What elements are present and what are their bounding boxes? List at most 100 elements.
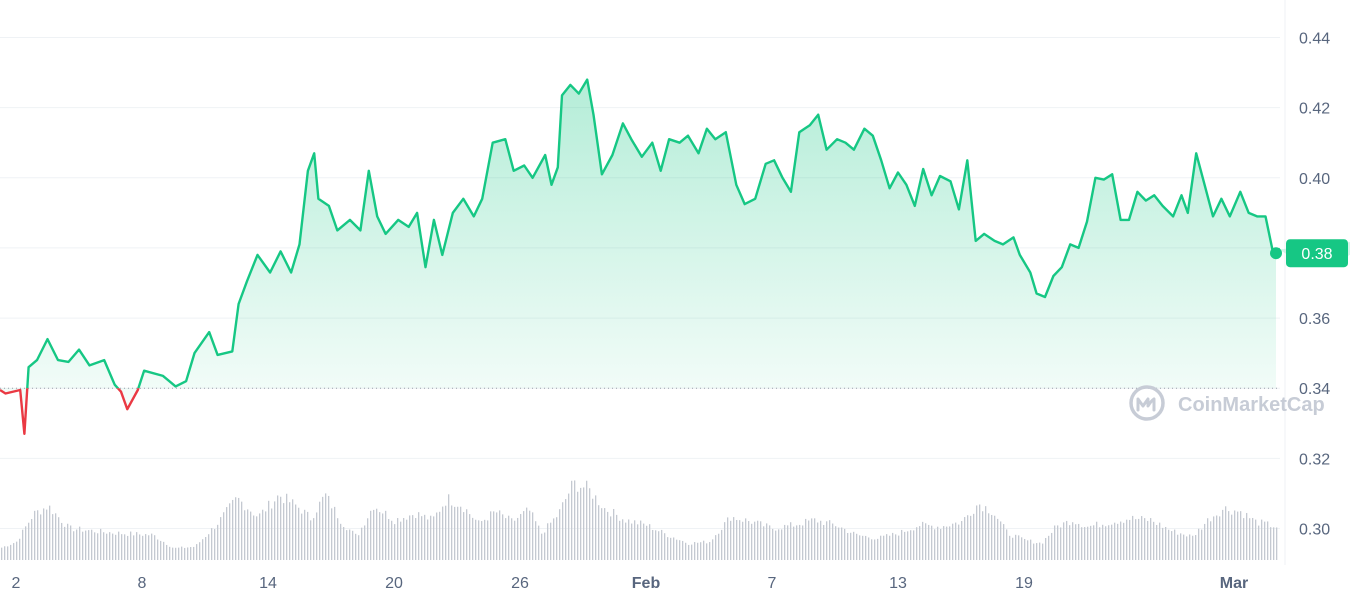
volume-bar bbox=[1063, 522, 1065, 560]
volume-bar bbox=[631, 523, 633, 560]
volume-bar bbox=[1156, 524, 1158, 560]
volume-bar bbox=[406, 519, 408, 560]
volume-bar bbox=[1237, 511, 1239, 560]
volume-bar bbox=[823, 525, 825, 560]
volume-bar bbox=[160, 540, 162, 560]
volume-bar bbox=[649, 524, 651, 560]
volume-bar bbox=[433, 516, 435, 560]
volume-bar bbox=[688, 544, 690, 560]
volume-bar bbox=[1051, 532, 1053, 560]
volume-bar bbox=[1273, 527, 1275, 560]
volume-bar bbox=[511, 518, 513, 560]
volume-bar bbox=[313, 518, 315, 560]
volume-bar bbox=[991, 514, 993, 560]
volume-bar bbox=[244, 510, 246, 560]
volume-bar bbox=[448, 494, 450, 560]
current-price-badge: 0.38 bbox=[1286, 239, 1348, 268]
x-tick-label: Feb bbox=[632, 575, 661, 592]
volume-bar bbox=[760, 521, 762, 560]
volume-bar bbox=[322, 496, 324, 560]
volume-bar bbox=[736, 520, 738, 560]
volume-bar bbox=[277, 495, 279, 560]
volume-bar bbox=[421, 516, 423, 560]
volume-bar bbox=[1177, 534, 1179, 560]
volume-bar bbox=[766, 523, 768, 560]
volume-bar bbox=[985, 506, 987, 560]
volume-bar bbox=[742, 521, 744, 560]
volume-bar bbox=[472, 517, 474, 560]
volume-bar bbox=[1216, 515, 1218, 560]
volume-bar bbox=[64, 526, 66, 560]
volume-bar bbox=[1102, 524, 1104, 560]
volume-bar bbox=[640, 520, 642, 560]
volume-bar bbox=[1201, 529, 1203, 560]
x-tick-label: 20 bbox=[385, 575, 403, 592]
volume-bar bbox=[142, 535, 144, 560]
volume-bar bbox=[967, 515, 969, 560]
volume-bar bbox=[784, 524, 786, 560]
volume-bar bbox=[1093, 525, 1095, 560]
y-tick-label: 0.42 bbox=[1299, 101, 1330, 118]
y-tick-label: 0.44 bbox=[1299, 31, 1330, 48]
volume-bar bbox=[586, 480, 588, 560]
volume-bar bbox=[127, 535, 129, 560]
volume-bar bbox=[1054, 525, 1056, 560]
volume-bar bbox=[583, 487, 585, 560]
volume-bar bbox=[997, 518, 999, 560]
volume-bar bbox=[781, 529, 783, 560]
volume-bar bbox=[745, 518, 747, 560]
volume-bar bbox=[850, 532, 852, 560]
volume-bar bbox=[877, 538, 879, 560]
volume-bar bbox=[844, 528, 846, 560]
volume-bar bbox=[646, 525, 648, 560]
volume-bar bbox=[1033, 543, 1035, 560]
volume-bar bbox=[301, 513, 303, 560]
volume-bar bbox=[1180, 533, 1182, 560]
volume-bar bbox=[133, 535, 135, 560]
volume-bar bbox=[820, 520, 822, 560]
volume-bar bbox=[505, 518, 507, 560]
volume-bar bbox=[556, 517, 558, 560]
volume-bar bbox=[1069, 525, 1071, 560]
volume-bar bbox=[712, 539, 714, 560]
volume-bar bbox=[385, 510, 387, 560]
volume-bars bbox=[1, 480, 1278, 560]
volume-bar bbox=[1159, 522, 1161, 560]
volume-bar bbox=[445, 505, 447, 560]
volume-bar bbox=[469, 514, 471, 560]
volume-bar bbox=[559, 509, 561, 560]
volume-bar bbox=[415, 518, 417, 560]
volume-bar bbox=[238, 497, 240, 560]
volume-bar bbox=[82, 531, 84, 560]
volume-bar bbox=[235, 497, 237, 560]
volume-bar bbox=[562, 502, 564, 560]
volume-bar bbox=[943, 526, 945, 560]
volume-bar bbox=[673, 537, 675, 560]
volume-bar bbox=[508, 515, 510, 560]
volume-bar bbox=[532, 512, 534, 560]
volume-bar bbox=[157, 539, 159, 560]
x-tick-label: 19 bbox=[1015, 575, 1033, 592]
volume-bar bbox=[1000, 521, 1002, 560]
volume-bar bbox=[481, 521, 483, 560]
volume-bar bbox=[73, 531, 75, 560]
volume-bar bbox=[1057, 525, 1059, 560]
volume-bar bbox=[259, 513, 261, 560]
x-tick-label: Mar bbox=[1220, 575, 1248, 592]
volume-bar bbox=[1039, 542, 1041, 560]
volume-bar bbox=[289, 502, 291, 560]
volume-bar bbox=[739, 520, 741, 560]
volume-bar bbox=[652, 529, 654, 560]
volume-bar bbox=[442, 506, 444, 560]
x-tick-label: 13 bbox=[889, 575, 907, 592]
volume-bar bbox=[307, 511, 309, 560]
volume-bar bbox=[937, 526, 939, 560]
volume-bar bbox=[1006, 529, 1008, 560]
volume-bar bbox=[1066, 520, 1068, 560]
volume-bar bbox=[463, 512, 465, 560]
volume-bar bbox=[97, 533, 99, 560]
y-axis: 0.44 0.42 0.40 0.38 0.36 0.34 0.32 0.30 bbox=[1299, 31, 1330, 539]
volume-bar bbox=[517, 517, 519, 560]
volume-bar bbox=[715, 535, 717, 560]
volume-bar bbox=[151, 533, 153, 560]
